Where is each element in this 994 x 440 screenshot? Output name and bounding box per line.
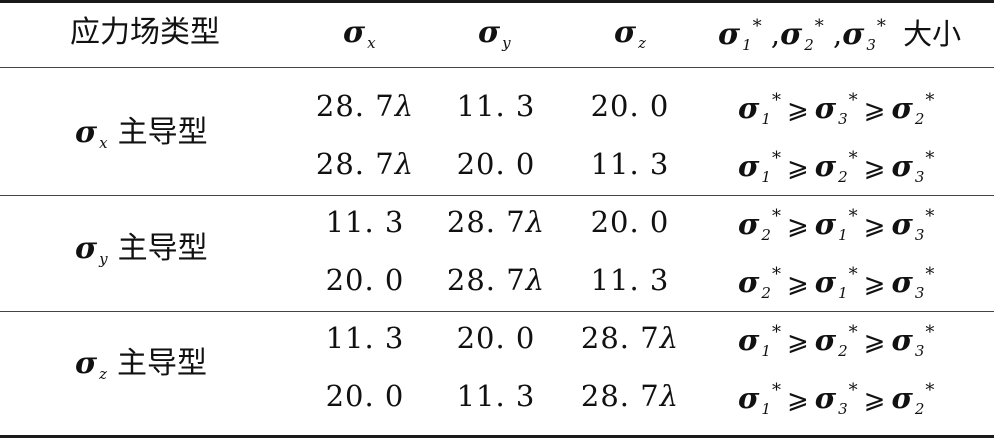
group-divider-1 bbox=[0, 195, 994, 196]
cell-sigma-x: 20. 0 bbox=[325, 263, 405, 297]
principal-stress-order: σ 1* ⩾ σ 2* ⩾ σ 3* bbox=[738, 148, 935, 186]
cell-sigma-z: 11. 3 bbox=[590, 147, 670, 181]
cell-sigma-z: 20. 0 bbox=[590, 89, 670, 123]
principal-stress-order: σ 1* ⩾ σ 3* ⩾ σ 2* bbox=[738, 380, 935, 418]
cell-sigma-y: 11. 3 bbox=[456, 379, 536, 413]
header-principal-stresses: σ 1* ,σ 2* ,σ 3* 大小 bbox=[718, 16, 962, 54]
group-label-sigma-y: σ y 主导型 bbox=[75, 231, 208, 268]
bottom-rule bbox=[0, 435, 994, 438]
principal-stress-order: σ 2* ⩾ σ 1* ⩾ σ 3* bbox=[738, 264, 935, 302]
header-stress-field-type: 应力场类型 bbox=[70, 15, 220, 50]
cell-sigma-x: 20. 0 bbox=[325, 379, 405, 413]
cell-sigma-y: 28. 7λ bbox=[446, 205, 546, 239]
cell-sigma-z: 28. 7λ bbox=[580, 321, 680, 355]
cell-sigma-y: 20. 0 bbox=[456, 321, 536, 355]
principal-stress-order: σ 2* ⩾ σ 1* ⩾ σ 3* bbox=[738, 206, 935, 244]
header-size-label: 大小 bbox=[903, 17, 962, 51]
principal-stress-order: σ 1* ⩾ σ 2* ⩾ σ 3* bbox=[738, 322, 935, 360]
cell-sigma-y: 11. 3 bbox=[456, 89, 536, 123]
group-label-sigma-z: σ z 主导型 bbox=[75, 346, 208, 383]
group-label-sigma-x: σ x 主导型 bbox=[75, 115, 208, 152]
top-rule bbox=[0, 0, 994, 3]
cell-sigma-x: 28. 7λ bbox=[315, 147, 415, 181]
cell-sigma-x: 11. 3 bbox=[325, 205, 405, 239]
cell-sigma-x: 11. 3 bbox=[325, 321, 405, 355]
header-sigma-z-sub: z bbox=[638, 34, 647, 52]
cell-sigma-z: 28. 7λ bbox=[580, 379, 680, 413]
cell-sigma-z: 11. 3 bbox=[590, 263, 670, 297]
header-sigma-y-sub: y bbox=[502, 34, 511, 52]
header-rule bbox=[0, 67, 994, 68]
principal-stress-order: σ 1* ⩾ σ 3* ⩾ σ 2* bbox=[738, 90, 935, 128]
cell-sigma-x: 28. 7λ bbox=[315, 89, 415, 123]
cell-sigma-z: 20. 0 bbox=[590, 205, 670, 239]
cell-sigma-y: 28. 7λ bbox=[446, 263, 546, 297]
group-divider-2 bbox=[0, 311, 994, 312]
cell-sigma-y: 20. 0 bbox=[456, 147, 536, 181]
header-sigma-x-sub: x bbox=[367, 34, 376, 52]
